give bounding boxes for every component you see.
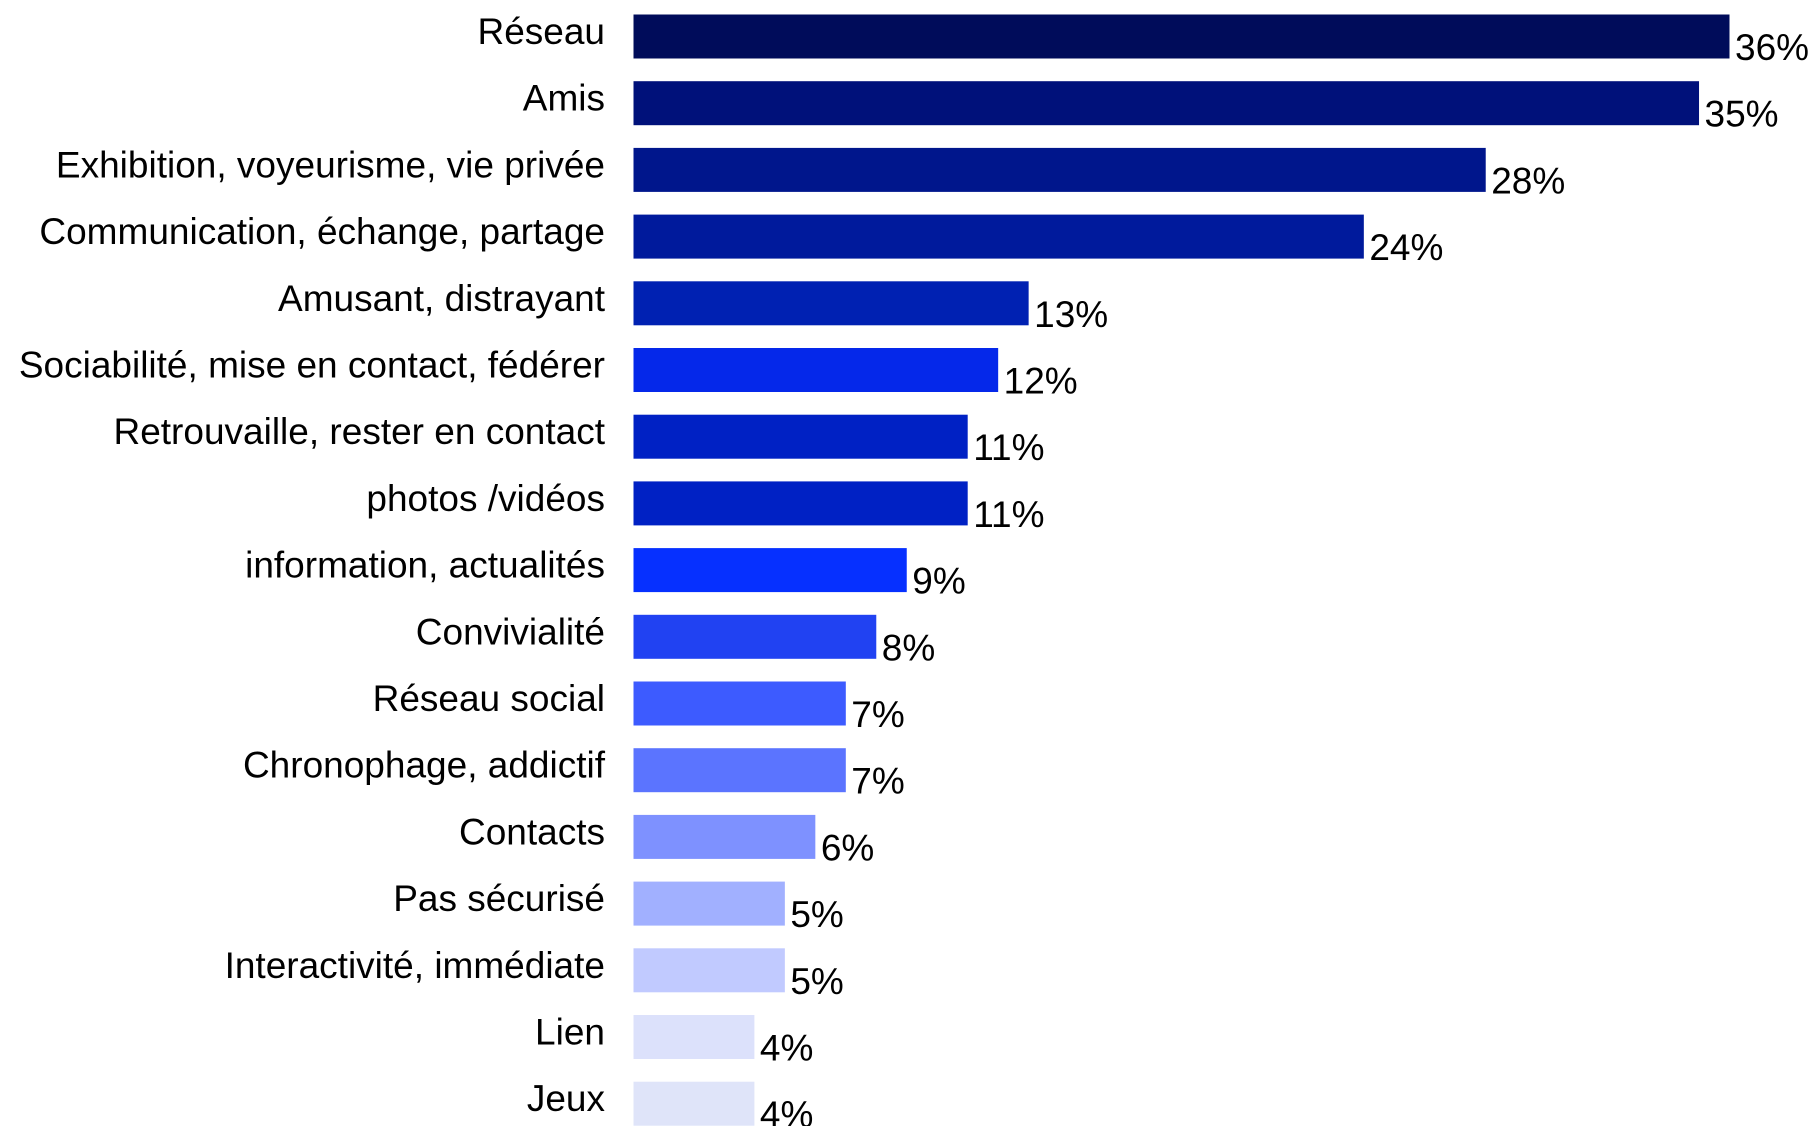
value-label: 5% bbox=[790, 894, 843, 935]
bar bbox=[632, 680, 847, 727]
category-label: Communication, échange, partage bbox=[39, 211, 605, 252]
bar bbox=[632, 813, 817, 860]
category-label: Réseau bbox=[477, 11, 605, 52]
category-label: Amis bbox=[523, 78, 605, 119]
value-label: 6% bbox=[821, 827, 874, 868]
category-label: Réseau social bbox=[373, 678, 605, 719]
bar bbox=[632, 347, 1000, 393]
category-label: Interactivité, immédiate bbox=[225, 945, 605, 986]
bar bbox=[632, 146, 1487, 193]
value-label: 36% bbox=[1735, 27, 1809, 68]
category-label: Retrouvaille, rester en contact bbox=[113, 411, 605, 452]
category-label: photos /vidéos bbox=[366, 478, 605, 519]
category-label: Exhibition, voyeurisme, vie privée bbox=[56, 144, 605, 185]
bar bbox=[632, 1080, 756, 1126]
bar bbox=[632, 480, 969, 527]
category-label: Jeux bbox=[527, 1078, 606, 1119]
value-label: 7% bbox=[851, 761, 904, 802]
category-label: Sociabilité, mise en contact, fédérer bbox=[19, 345, 605, 386]
bar bbox=[632, 213, 1365, 260]
category-label: Pas sécurisé bbox=[393, 878, 605, 919]
value-label: 35% bbox=[1705, 94, 1779, 135]
bar bbox=[632, 1014, 756, 1060]
value-label: 11% bbox=[973, 494, 1044, 535]
value-label: 8% bbox=[882, 627, 935, 668]
bar bbox=[632, 13, 1731, 60]
value-label: 5% bbox=[790, 961, 843, 1002]
bar bbox=[632, 280, 1030, 327]
category-label: Convivialité bbox=[416, 611, 605, 652]
bar bbox=[632, 80, 1701, 127]
bar bbox=[632, 880, 786, 927]
value-label: 4% bbox=[760, 1028, 813, 1069]
bar bbox=[632, 747, 847, 794]
value-label: 9% bbox=[912, 561, 965, 602]
value-label: 13% bbox=[1034, 294, 1108, 335]
category-label: Amusant, distrayant bbox=[278, 278, 606, 319]
category-label: information, actualités bbox=[245, 545, 605, 586]
value-label: 7% bbox=[851, 694, 904, 735]
bar bbox=[632, 413, 969, 460]
value-label: 28% bbox=[1491, 160, 1565, 201]
value-label: 24% bbox=[1369, 227, 1443, 268]
bar bbox=[632, 547, 908, 594]
value-label: 4% bbox=[760, 1094, 813, 1126]
bar bbox=[632, 613, 878, 660]
category-label: Lien bbox=[535, 1012, 605, 1053]
value-label: 11% bbox=[973, 427, 1044, 468]
bar bbox=[632, 947, 786, 994]
value-label: 12% bbox=[1004, 361, 1078, 402]
category-label: Chronophage, addictif bbox=[243, 745, 606, 786]
category-label: Contacts bbox=[459, 811, 605, 852]
